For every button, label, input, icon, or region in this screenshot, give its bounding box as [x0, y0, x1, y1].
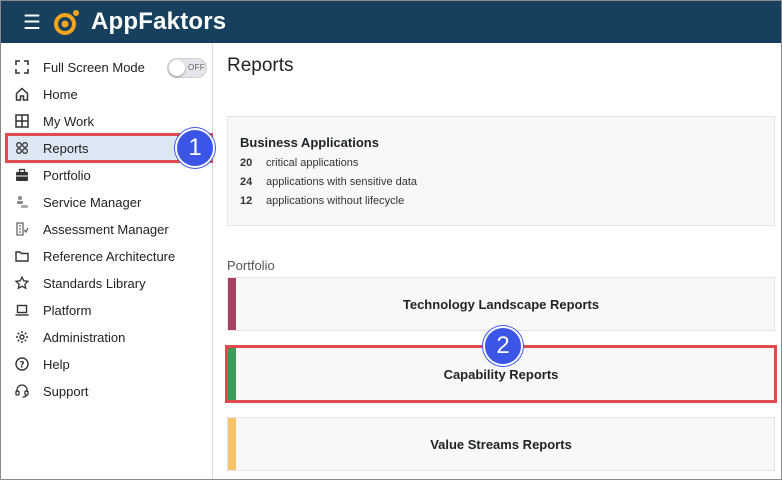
sidebar-item-service-manager[interactable]: Service Manager: [7, 189, 211, 215]
card-label: Capability Reports: [443, 366, 559, 382]
sidebar-item-label: Reports: [43, 140, 89, 156]
sidebar-item-help[interactable]: ? Help: [7, 351, 211, 377]
sidebar-item-label: Home: [43, 86, 78, 102]
card-accent: [228, 418, 236, 470]
folder-icon: [14, 248, 30, 264]
service-manager-icon: [14, 194, 30, 210]
sidebar-item-label: Administration: [43, 329, 126, 345]
appfaktors-logo-icon: [51, 5, 85, 39]
sidebar-item-platform[interactable]: Platform: [7, 297, 211, 323]
card-label: Value Streams Reports: [430, 436, 572, 452]
sidebar-item-label: Service Manager: [43, 194, 142, 210]
sidebar-item-administration[interactable]: Administration: [7, 324, 211, 350]
page-title: Reports: [227, 55, 294, 76]
toggle-knob: [169, 60, 185, 76]
business-applications-summary: Business Applications 20 critical applic…: [227, 116, 775, 226]
top-bar: ☰ AppFaktors: [1, 1, 781, 43]
app-title: AppFaktors: [91, 8, 227, 35]
main-content: Reports Business Applications 20 critica…: [214, 43, 781, 479]
sidebar-item-label: Portfolio: [43, 167, 91, 183]
laptop-icon: [14, 302, 30, 318]
menu-icon[interactable]: ☰: [23, 11, 41, 34]
sidebar-item-portfolio[interactable]: Portfolio: [7, 162, 211, 188]
sidebar-item-label: Full Screen Mode: [43, 59, 145, 75]
stat-without-lifecycle: 12 applications without lifecycle: [240, 195, 404, 207]
sidebar-item-assessment-manager[interactable]: Assessment Manager: [7, 216, 211, 242]
sidebar-item-home[interactable]: Home: [7, 81, 211, 107]
stat-label: applications with sensitive data: [266, 176, 418, 188]
card-accent: [228, 278, 236, 330]
sidebar-item-label: Platform: [43, 302, 92, 318]
technology-landscape-reports-card[interactable]: Technology Landscape Reports: [227, 277, 775, 331]
summary-title: Business Applications: [240, 135, 379, 150]
fullscreen-icon: [14, 59, 30, 75]
toggle-state-label: OFF: [188, 63, 205, 72]
full-screen-toggle[interactable]: OFF: [167, 58, 207, 78]
help-icon: ?: [14, 356, 30, 372]
svg-text:?: ?: [19, 360, 24, 370]
stat-value: 12: [240, 195, 253, 207]
gear-icon: [14, 329, 30, 345]
stat-label: applications without lifecycle: [266, 195, 405, 207]
sidebar-item-support[interactable]: Support: [7, 378, 211, 404]
sidebar-item-label: Help: [43, 356, 70, 372]
reports-icon: [14, 140, 30, 156]
sidebar-item-label: Assessment Manager: [43, 221, 169, 237]
briefcase-icon: [14, 167, 30, 183]
sidebar-item-label: My Work: [43, 113, 95, 129]
stat-sensitive-data: 24 applications with sensitive data: [240, 176, 417, 188]
sidebar-item-full-screen-mode[interactable]: Full Screen Mode OFF: [7, 54, 211, 80]
grid-icon: [14, 113, 30, 129]
card-accent: [228, 348, 236, 400]
stat-label: critical applications: [266, 157, 359, 169]
sidebar-item-label: Reference Architecture: [43, 248, 176, 264]
stat-critical-applications: 20 critical applications: [240, 157, 358, 169]
step-callout-2: 2: [483, 326, 523, 366]
stat-value: 20: [240, 157, 253, 169]
stat-value: 24: [240, 176, 253, 188]
section-label-portfolio: Portfolio: [227, 258, 275, 273]
sidebar-item-reference-architecture[interactable]: Reference Architecture: [7, 243, 211, 269]
support-icon: [14, 383, 30, 399]
home-icon: [14, 86, 30, 102]
star-icon: [14, 275, 30, 291]
card-label: Technology Landscape Reports: [402, 296, 600, 312]
sidebar-item-standards-library[interactable]: Standards Library: [7, 270, 211, 296]
sidebar-item-my-work[interactable]: My Work: [7, 108, 211, 134]
sidebar-item-label: Standards Library: [43, 275, 146, 291]
step-callout-1: 1: [175, 128, 215, 168]
sidebar-item-label: Support: [43, 383, 89, 399]
assessment-icon: [14, 221, 30, 237]
sidebar: Full Screen Mode OFF Home My Work: [1, 43, 213, 479]
value-streams-reports-card[interactable]: Value Streams Reports: [227, 417, 775, 471]
